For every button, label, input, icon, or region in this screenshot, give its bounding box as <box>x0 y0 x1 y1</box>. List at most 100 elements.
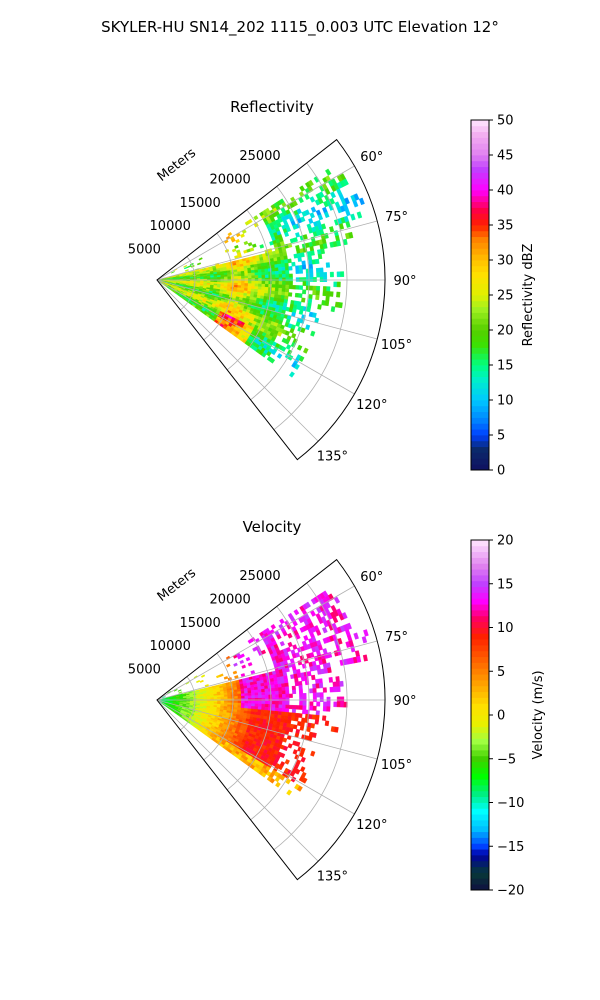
velocity-gate-cell <box>288 727 294 733</box>
colorbar-tick-label: −20 <box>497 884 524 899</box>
reflectivity-gate-cell <box>295 277 300 282</box>
reflectivity-gate-cell <box>258 283 263 288</box>
reflectivity-gate-cell <box>257 272 262 276</box>
reflectivity-gate-cell <box>324 300 330 307</box>
velocity-gate-cell <box>247 695 252 699</box>
colorbar-band <box>471 347 489 354</box>
reflectivity-gate-cell <box>284 262 289 268</box>
reflectivity-gate-cell <box>310 206 317 213</box>
velocity-gate-cell <box>217 696 222 700</box>
velocity-gate-cell <box>285 701 290 706</box>
velocity-gate-cell <box>295 633 301 640</box>
colorbar-band <box>471 149 489 156</box>
azimuth-tick-label: 135° <box>317 449 348 464</box>
reflectivity-gate-cell <box>240 233 245 238</box>
velocity-gate-cell <box>271 704 276 709</box>
reflectivity-gate-cell <box>249 247 255 252</box>
reflectivity-gate-cell <box>323 211 330 219</box>
reflectivity-gate-cell <box>309 196 316 203</box>
colorbar-band <box>471 767 489 774</box>
azimuth-gridline <box>156 699 319 862</box>
reflectivity-gate-cell <box>336 281 341 288</box>
velocity-gate-cell <box>283 745 289 752</box>
radial-gridline <box>180 676 196 731</box>
colorbar-band <box>471 236 489 243</box>
velocity-gate-cell <box>240 653 245 658</box>
colorbar-band <box>471 394 489 401</box>
velocity-gate-cell <box>240 673 246 677</box>
velocity-gate-cell <box>281 683 286 688</box>
reflectivity-gate-cell <box>316 272 321 278</box>
reflectivity-azimuth-ticks: 60° 75° 90° 105° 120° 135° <box>317 150 417 464</box>
velocity-gate-cell <box>277 683 282 688</box>
velocity-colorbar-label: Velocity (m/s) <box>531 670 546 759</box>
reflectivity-gate-cell <box>319 272 324 278</box>
reflectivity-gate-cell <box>184 269 189 272</box>
reflectivity-gate-cell <box>247 218 253 224</box>
reflectivity-gate-cell <box>298 309 304 315</box>
reflectivity-gate-cell <box>285 281 290 286</box>
colorbar-band <box>471 860 489 868</box>
velocity-gate-cell <box>292 644 298 650</box>
reflectivity-gate-cell <box>288 266 293 271</box>
reflectivity-gate-cell <box>295 232 301 238</box>
reflectivity-gate-cell <box>288 371 295 378</box>
reflectivity-gate-cell <box>329 226 335 233</box>
velocity-gate-cell <box>268 694 273 699</box>
velocity-gate-cell <box>281 711 286 716</box>
velocity-gate-cell <box>298 680 303 686</box>
colorbar-band <box>471 440 489 448</box>
velocity-gate-cell <box>281 708 286 713</box>
reflectivity-gate-cell <box>274 290 279 296</box>
reflectivity-gate-cell <box>251 272 256 276</box>
reflectivity-gate-cell <box>251 283 256 287</box>
velocity-gate-cell <box>299 701 304 706</box>
colorbar-band <box>471 575 489 582</box>
reflectivity-gate-cell <box>287 354 294 361</box>
reflectivity-gate-cell <box>284 231 290 237</box>
velocity-gate-cell <box>274 684 279 689</box>
velocity-gate-cell <box>233 662 238 667</box>
velocity-gate-cell <box>227 700 232 704</box>
colorbar-band <box>471 650 489 658</box>
radial-tick-label: 25000 <box>239 149 280 164</box>
reflectivity-gate-cell <box>319 267 324 273</box>
reflectivity-gate-cell <box>285 226 291 233</box>
reflectivity-gate-cell <box>243 240 249 246</box>
velocity-gate-cell <box>287 641 293 648</box>
reflectivity-gate-cell <box>319 276 324 282</box>
velocity-gate-cell <box>292 689 297 695</box>
reflectivity-colorbar-ticks: 0 5 10 15 20 25 30 35 40 45 50 <box>489 114 514 479</box>
reflectivity-gate-cell <box>261 352 267 358</box>
colorbar-band <box>471 551 489 558</box>
reflectivity-gate-cell <box>298 197 304 204</box>
reflectivity-gate-cell <box>268 274 273 279</box>
velocity-gate-cell <box>324 720 330 727</box>
reflectivity-gate-cell <box>302 277 307 282</box>
velocity-gate-cell <box>284 711 289 717</box>
reflectivity-gate-cell <box>261 280 266 285</box>
velocity-gate-cell <box>264 685 269 690</box>
radial-gridline <box>203 232 234 341</box>
reflectivity-gate-cell <box>264 271 269 276</box>
colorbar-band <box>471 172 489 179</box>
colorbar-band <box>471 732 489 739</box>
reflectivity-gate-cell <box>285 288 290 293</box>
velocity-gate-cell <box>274 710 279 716</box>
reflectivity-gate-cell <box>295 265 300 271</box>
radial-tick-label: 5000 <box>128 663 161 678</box>
velocity-gate-cell <box>226 663 231 668</box>
colorbar-band <box>471 843 489 850</box>
reflectivity-gate-cell <box>247 280 252 284</box>
colorbar-tick-label: 5 <box>497 665 505 680</box>
reflectivity-gate-cell <box>299 277 304 282</box>
reflectivity-gate-cell <box>281 266 286 272</box>
colorbar-band <box>471 400 489 407</box>
velocity-azimuth-ticks: 60° 75° 90° 105° 120° 135° <box>317 570 417 884</box>
reflectivity-gate-cell <box>322 290 327 297</box>
colorbar-band <box>471 435 489 442</box>
reflectivity-gate-cell <box>258 275 263 279</box>
reflectivity-gate-cell <box>275 284 280 289</box>
reflectivity-gate-cell <box>294 363 300 370</box>
velocity-gate-cell <box>299 697 304 702</box>
